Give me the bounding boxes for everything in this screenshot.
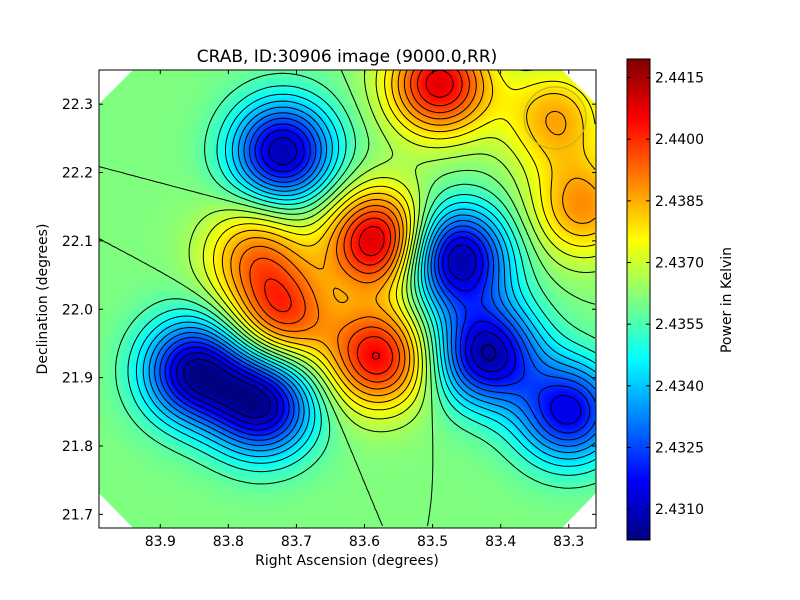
x-tick-label: 83.3: [553, 534, 584, 550]
contour-lines: [99, 70, 596, 527]
x-tick-label: 83.4: [485, 534, 516, 550]
colorbar-tick-label: 2.4385: [655, 194, 704, 210]
x-axis-label: Right Ascension (degrees): [255, 553, 439, 569]
y-tick-label: 22.2: [62, 166, 93, 182]
chart-title: CRAB, ID:30906 image (9000.0,RR): [197, 47, 498, 67]
plot-frame: [98, 69, 597, 529]
y-tick-label: 21.7: [62, 507, 93, 523]
colorbar-tick-label: 2.4370: [655, 256, 704, 272]
x-tick-label: 83.6: [349, 534, 380, 550]
y-tick-label: 22.3: [62, 97, 93, 113]
colorbar-tick-label: 2.4355: [655, 317, 704, 333]
x-tick-label: 83.9: [145, 534, 176, 550]
colorbar-gradient: [627, 59, 650, 540]
x-tick-label: 83.8: [213, 534, 244, 550]
colorbar-tick-label: 2.4325: [655, 441, 704, 457]
colorbar-tick-label: 2.4310: [655, 502, 704, 518]
y-tick-label: 22.0: [62, 302, 93, 318]
x-tick-label: 83.5: [417, 534, 448, 550]
colorbar: 2.4310 2.4325 2.4340 2.4355 2.4370 2.4385 2.44…: [626, 58, 735, 541]
beam-marker: [523, 86, 587, 150]
colorbar-tick-label: 2.4340: [655, 379, 704, 395]
colorbar-frame: [626, 58, 651, 541]
x-tick-label: 83.7: [281, 534, 312, 550]
y-tick-label: 22.1: [62, 234, 93, 250]
y-tick-label: 21.8: [62, 439, 93, 455]
plot-area: 83.9 83.8 83.7 83.6 83.5 83.4 83.3 21.7 21.8 21.9…: [62, 69, 597, 550]
contour-path: [99, 70, 596, 527]
y-axis-label: Declination (degrees): [35, 224, 51, 375]
colorbar-tick-label: 2.4400: [655, 132, 704, 148]
colorbar-tick-label: 2.4415: [655, 71, 704, 87]
colorbar-label: Power in Kelvin: [719, 247, 735, 353]
y-tick-label: 21.9: [62, 371, 93, 387]
